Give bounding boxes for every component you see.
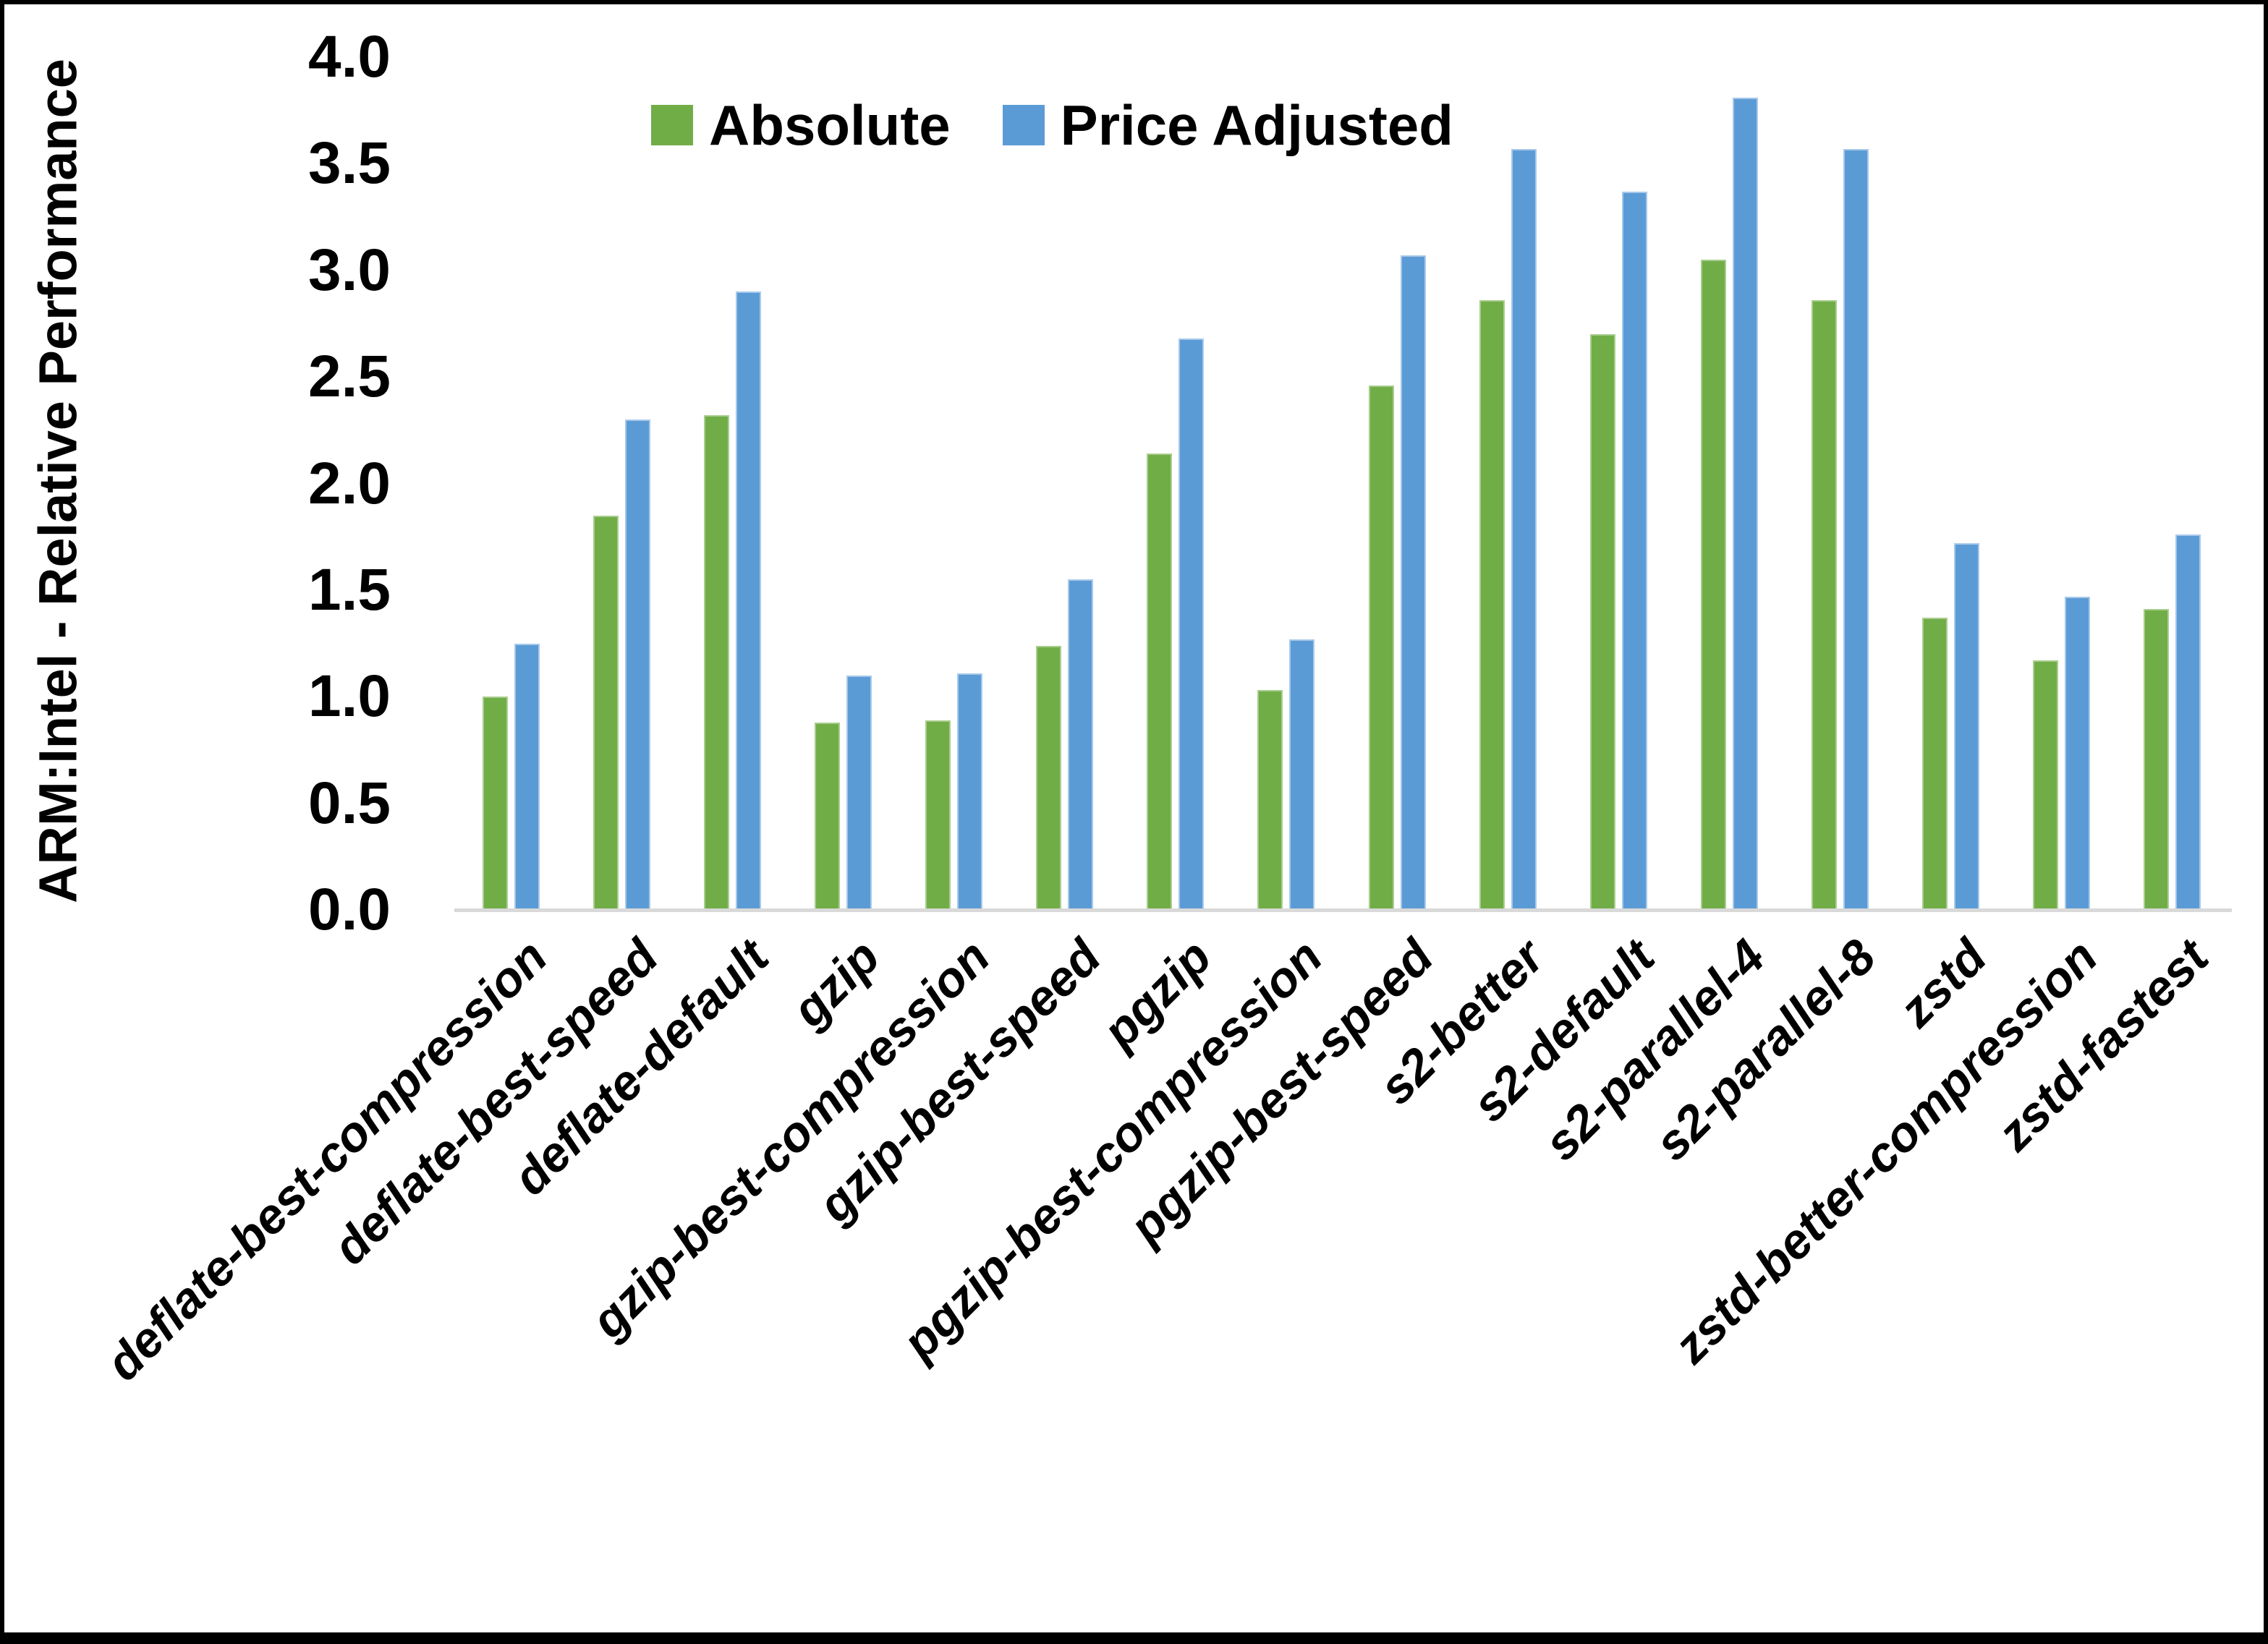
bar-absolute-s2-better xyxy=(1479,300,1505,910)
bar-absolute-zstd-fastest xyxy=(2144,609,2170,910)
frame-border-bottom xyxy=(0,1632,2268,1644)
legend-swatch-absolute-icon xyxy=(651,105,693,145)
y-tick-label-2.0: 2.0 xyxy=(308,450,391,516)
bar-absolute-pgzip-best-speed xyxy=(1368,385,1394,910)
bar-price-adjusted-pgzip xyxy=(1178,338,1205,910)
bar-price-adjusted-pgzip-best-speed xyxy=(1400,255,1426,910)
x-tick-label-deflate-best-compression: deflate-best-compression xyxy=(95,929,558,1392)
bar-price-adjusted-zstd-fastest xyxy=(2175,534,2201,910)
y-tick-label-1.5: 1.5 xyxy=(308,556,391,623)
legend-label-absolute: Absolute xyxy=(709,93,951,157)
bar-price-adjusted-s2-default xyxy=(1621,191,1647,910)
bar-absolute-deflate-default xyxy=(704,415,730,910)
frame-border-top xyxy=(0,0,2268,4)
y-tick-label-3.0: 3.0 xyxy=(308,237,391,303)
legend-item-price-adjusted: Price Adjusted xyxy=(1002,93,1453,157)
bar-price-adjusted-deflate-best-speed xyxy=(625,419,651,910)
bar-absolute-zstd xyxy=(1921,618,1948,910)
bar-price-adjusted-zstd-better-compression xyxy=(2064,596,2090,910)
bar-absolute-gzip-best-compression xyxy=(925,720,951,910)
bar-price-adjusted-gzip xyxy=(846,675,872,910)
legend: Absolute Price Adjusted xyxy=(651,97,1453,153)
bar-price-adjusted-pgzip-best-compression xyxy=(1289,639,1315,910)
bar-absolute-gzip-best-speed xyxy=(1036,645,1062,910)
bar-absolute-s2-parallel-8 xyxy=(1811,300,1837,910)
bar-absolute-zstd-better-compression xyxy=(2032,660,2058,910)
frame-border-right xyxy=(2264,0,2268,1644)
bar-absolute-s2-default xyxy=(1589,334,1615,910)
y-tick-label-3.5: 3.5 xyxy=(308,130,391,197)
bar-price-adjusted-deflate-best-compression xyxy=(514,643,540,910)
bar-price-adjusted-zstd xyxy=(1953,543,1979,910)
y-tick-label-0.5: 0.5 xyxy=(308,770,391,836)
bar-absolute-deflate-best-compression xyxy=(483,697,508,910)
bar-price-adjusted-gzip-best-speed xyxy=(1068,579,1094,910)
bar-absolute-gzip xyxy=(815,722,841,910)
bar-price-adjusted-s2-better xyxy=(1511,148,1537,910)
bar-price-adjusted-gzip-best-compression xyxy=(957,673,983,910)
bar-price-adjusted-s2-parallel-8 xyxy=(1843,148,1869,910)
x-axis-line xyxy=(454,908,2232,912)
bar-price-adjusted-s2-parallel-4 xyxy=(1732,98,1758,910)
bar-absolute-pgzip-best-compression xyxy=(1257,690,1283,910)
frame-border-left xyxy=(0,0,4,1644)
legend-swatch-price-adjusted-icon xyxy=(1002,105,1045,145)
y-tick-label-1.0: 1.0 xyxy=(308,663,391,730)
bar-absolute-deflate-best-speed xyxy=(593,515,619,910)
y-tick-label-4.0: 4.0 xyxy=(308,24,391,90)
y-axis-title: ARM:Intel - Relative Performance xyxy=(27,59,88,903)
y-tick-label-2.5: 2.5 xyxy=(308,344,391,410)
y-tick-label-0.0: 0.0 xyxy=(308,877,391,942)
legend-label-price-adjusted: Price Adjusted xyxy=(1060,93,1453,157)
bar-absolute-pgzip xyxy=(1147,453,1173,910)
bar-price-adjusted-deflate-default xyxy=(736,291,762,910)
legend-item-absolute: Absolute xyxy=(651,97,951,153)
bar-absolute-s2-parallel-4 xyxy=(1700,260,1726,910)
